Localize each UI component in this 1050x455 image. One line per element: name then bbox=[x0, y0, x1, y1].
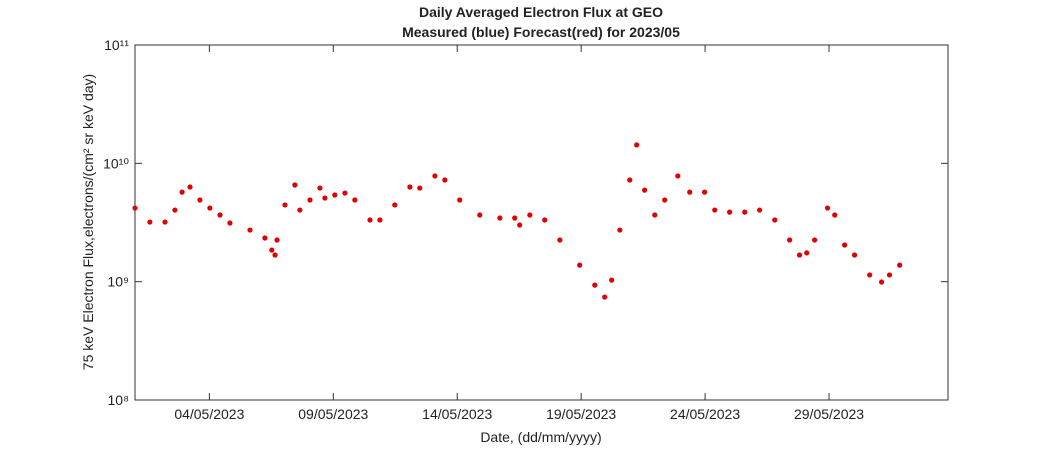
data-point bbox=[851, 252, 858, 258]
data-point bbox=[867, 272, 873, 278]
data-point bbox=[407, 184, 413, 190]
data-point bbox=[497, 215, 503, 221]
data-point bbox=[727, 209, 733, 215]
data-point bbox=[377, 217, 383, 223]
data-point bbox=[352, 197, 358, 203]
y-tick-label: 10⁸ bbox=[108, 392, 130, 408]
data-point bbox=[432, 173, 438, 179]
data-point bbox=[617, 227, 623, 233]
x-tick-label: 04/05/2023 bbox=[174, 406, 244, 422]
data-point bbox=[392, 202, 398, 208]
data-point bbox=[557, 237, 563, 243]
data-point bbox=[527, 212, 533, 218]
data-point bbox=[187, 184, 193, 190]
data-point bbox=[542, 217, 548, 223]
data-point bbox=[147, 219, 153, 225]
data-point bbox=[322, 195, 328, 201]
data-point bbox=[442, 177, 448, 183]
data-point bbox=[712, 207, 718, 213]
data-point bbox=[417, 185, 423, 191]
data-point bbox=[197, 197, 203, 203]
data-point bbox=[262, 235, 268, 241]
data-point bbox=[517, 222, 523, 228]
x-tick-label: 14/05/2023 bbox=[422, 406, 492, 422]
data-point bbox=[207, 205, 213, 211]
data-point bbox=[332, 192, 338, 198]
data-point bbox=[162, 219, 168, 225]
data-point bbox=[787, 237, 793, 243]
data-point bbox=[179, 189, 185, 195]
data-point bbox=[675, 173, 681, 179]
data-point bbox=[297, 207, 303, 213]
data-point bbox=[342, 190, 348, 196]
x-tick-label: 29/05/2023 bbox=[794, 406, 864, 422]
data-point bbox=[217, 212, 223, 218]
data-point bbox=[627, 177, 633, 183]
data-point bbox=[577, 262, 583, 268]
chart-subtitle: Measured (blue) Forecast(red) for 2023/0… bbox=[402, 24, 680, 40]
data-point bbox=[812, 237, 818, 243]
data-point bbox=[886, 272, 893, 278]
data-point bbox=[804, 250, 810, 256]
data-point bbox=[247, 227, 253, 233]
x-tick-label: 19/05/2023 bbox=[546, 406, 616, 422]
data-point bbox=[832, 212, 838, 218]
data-point bbox=[662, 197, 668, 203]
data-point bbox=[652, 212, 658, 218]
y-tick-label: 10¹⁰ bbox=[103, 155, 129, 171]
data-point bbox=[592, 282, 598, 288]
data-point bbox=[292, 182, 298, 188]
data-point bbox=[307, 197, 313, 203]
data-point bbox=[878, 279, 885, 285]
data-point bbox=[897, 262, 903, 268]
data-point bbox=[227, 220, 233, 226]
y-axis-label: 75 keV Electron Flux,electrons/(cm² sr k… bbox=[80, 74, 96, 370]
chart-title: Daily Averaged Electron Flux at GEO bbox=[419, 4, 663, 20]
data-point bbox=[282, 202, 288, 208]
data-point bbox=[272, 252, 278, 258]
data-point bbox=[609, 277, 615, 283]
data-point bbox=[824, 205, 831, 211]
data-point bbox=[317, 185, 323, 191]
data-point bbox=[274, 237, 280, 243]
data-point bbox=[367, 217, 373, 223]
data-point bbox=[457, 197, 463, 203]
x-tick-label: 09/05/2023 bbox=[298, 406, 368, 422]
data-point bbox=[701, 189, 708, 195]
y-tick-label: 10¹¹ bbox=[104, 37, 129, 53]
data-point bbox=[842, 242, 848, 248]
data-point bbox=[796, 252, 803, 258]
data-point bbox=[772, 217, 778, 223]
data-point bbox=[602, 294, 608, 300]
data-point bbox=[172, 207, 178, 213]
plot-frame bbox=[134, 44, 949, 401]
data-point bbox=[477, 212, 483, 218]
data-point bbox=[742, 209, 748, 215]
x-tick-label: 24/05/2023 bbox=[670, 406, 740, 422]
data-point bbox=[687, 189, 693, 195]
data-point bbox=[512, 215, 518, 221]
data-point bbox=[269, 247, 275, 253]
data-point bbox=[757, 207, 763, 213]
data-point bbox=[642, 187, 648, 193]
data-point bbox=[634, 142, 640, 148]
data-point bbox=[132, 205, 138, 211]
x-axis-label: Date, (dd/mm/yyyy) bbox=[480, 429, 601, 445]
y-tick-label: 10⁹ bbox=[107, 274, 129, 290]
